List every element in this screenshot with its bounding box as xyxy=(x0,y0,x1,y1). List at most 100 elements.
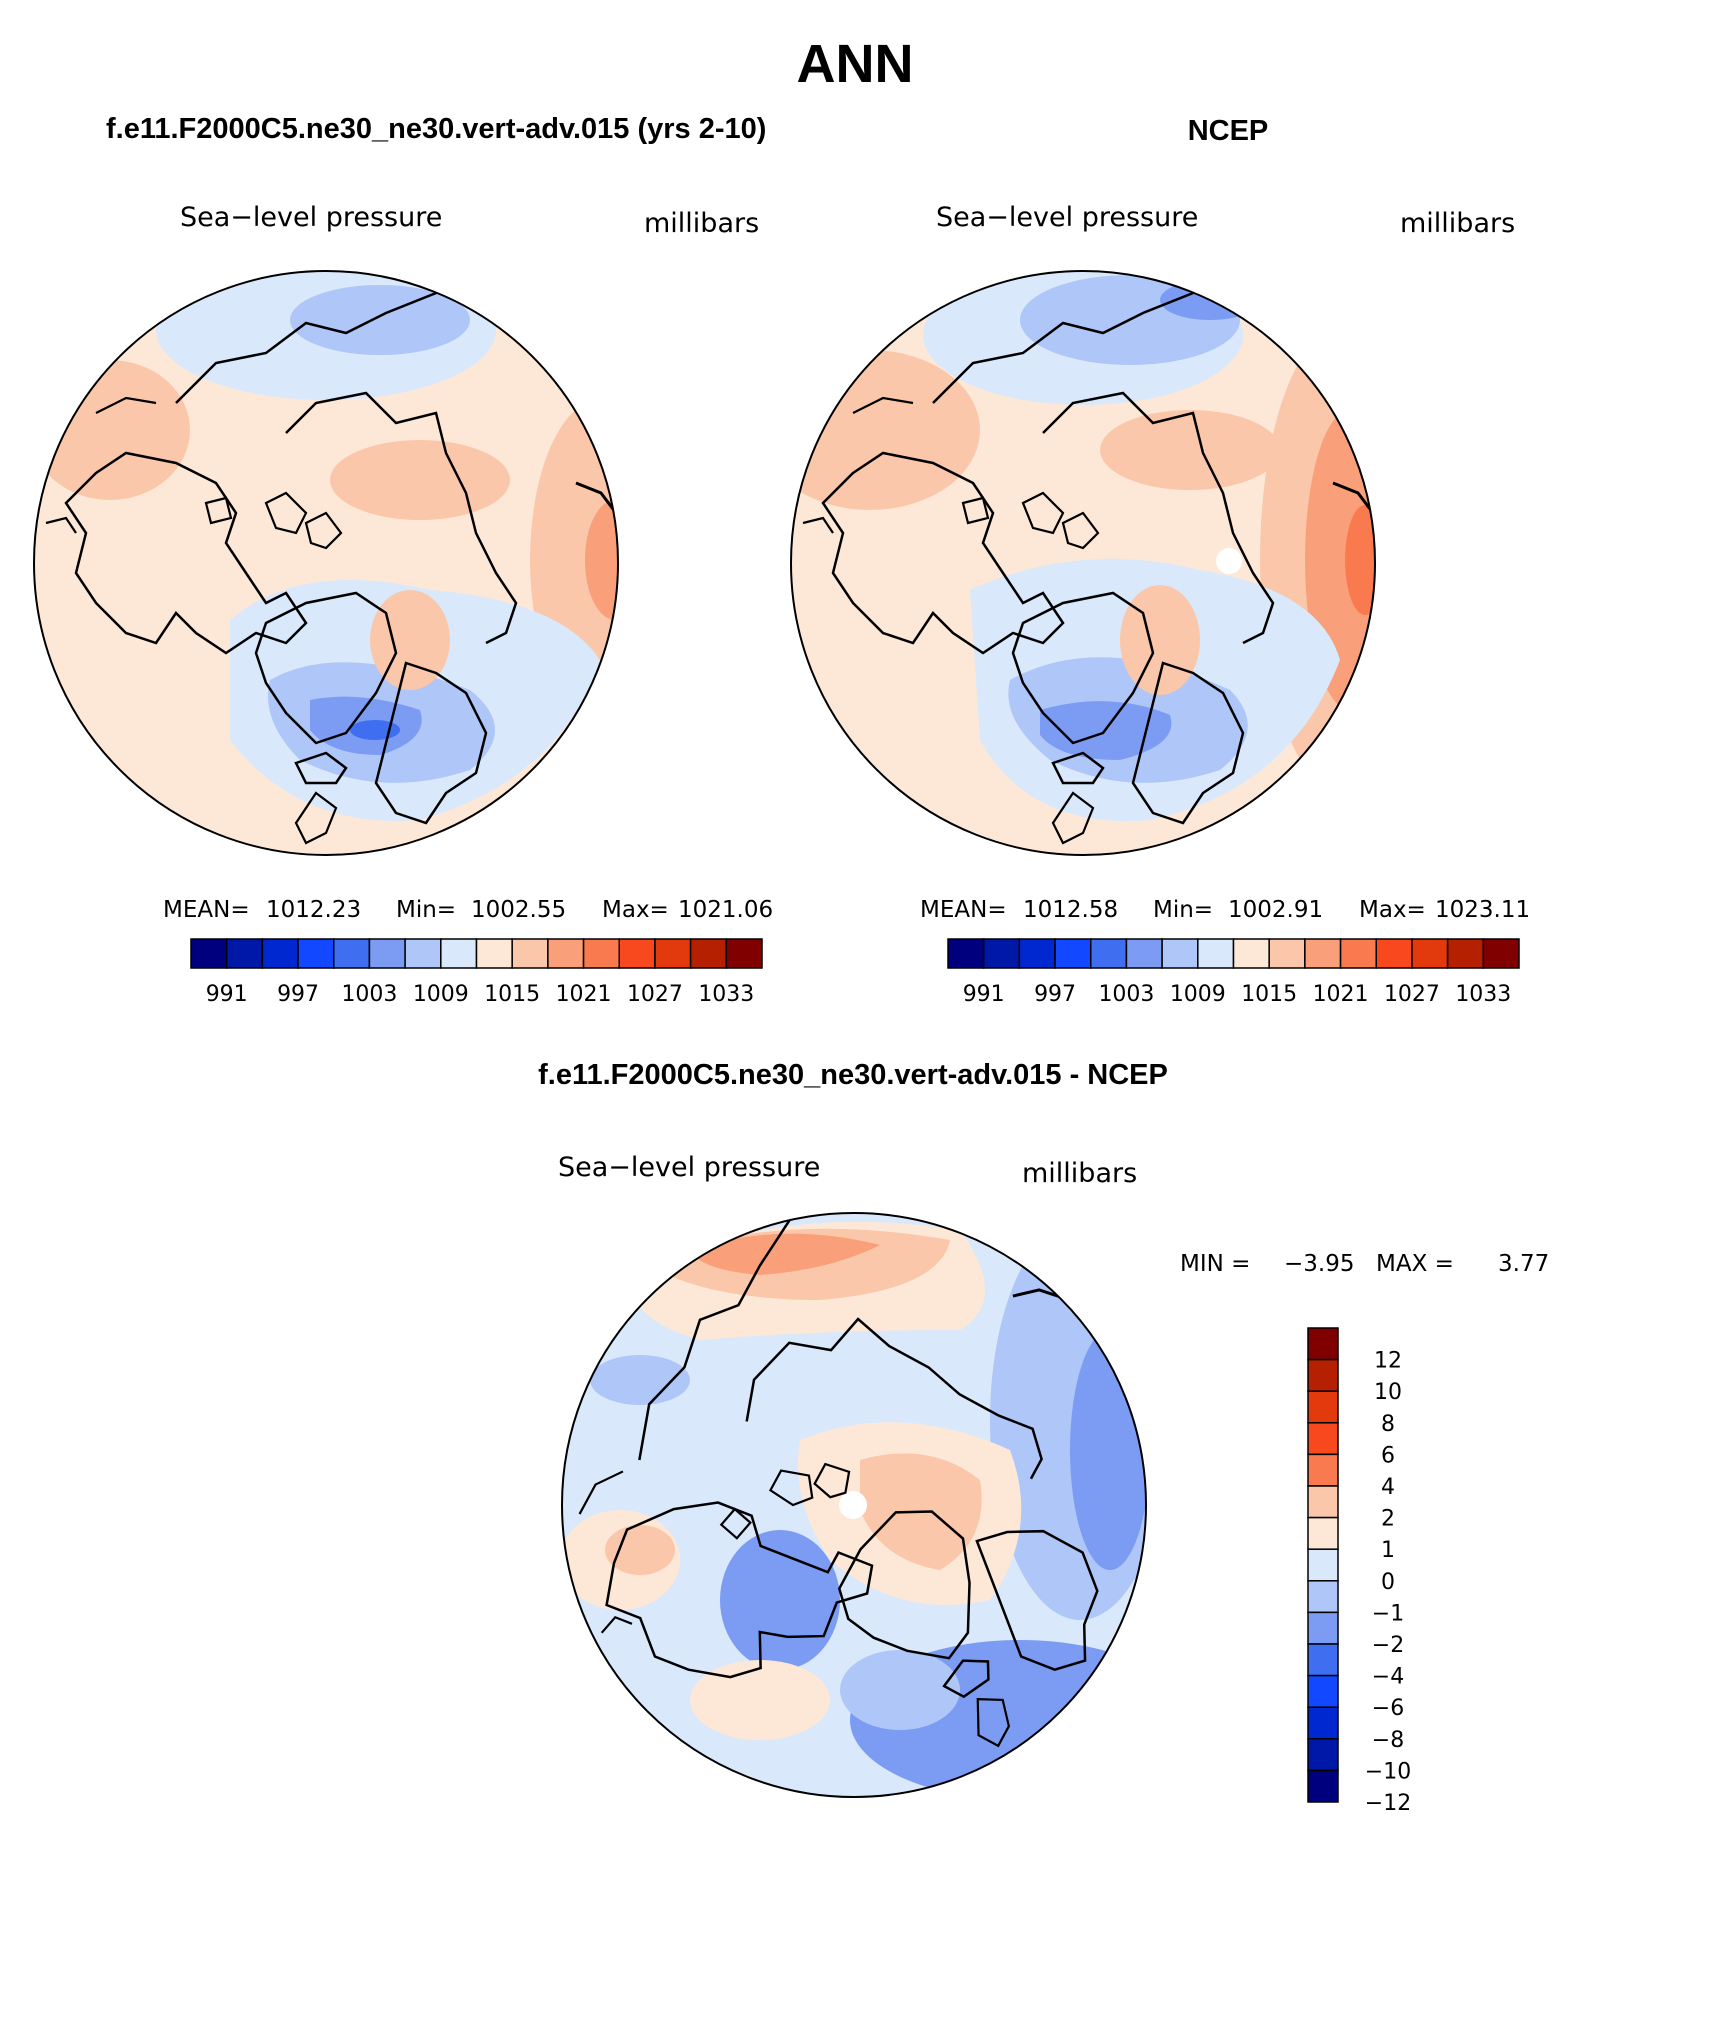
model-colorbar: 991 997 1003 1009 1015 1021 1027 1033 xyxy=(190,938,763,1007)
ncep-colorbar-tick-label: 1009 xyxy=(1170,982,1226,1007)
difference-colorbar-tick-label: −1 xyxy=(1372,1601,1404,1626)
difference-colorbar-box xyxy=(1307,1327,1339,1361)
ncep-variable-label: Sea−level pressure xyxy=(936,202,1198,233)
model-colorbar-tick-label: 1027 xyxy=(627,982,683,1007)
difference-colorbar-tick-label: 12 xyxy=(1374,1349,1402,1374)
ncep-units-label: millibars xyxy=(1400,208,1515,239)
model-colorbar-box xyxy=(440,938,478,969)
ncep-panel-title: NCEP xyxy=(1188,115,1269,147)
difference-colorbar-box xyxy=(1307,1422,1339,1456)
ncep-colorbar-box xyxy=(1054,938,1092,969)
difference-max-value: 3.77 xyxy=(1498,1251,1549,1277)
ncep-colorbar-box xyxy=(1125,938,1163,969)
difference-colorbar-box xyxy=(1307,1485,1339,1519)
ncep-colorbar-tick-label: 1027 xyxy=(1384,982,1440,1007)
difference-colorbar-box xyxy=(1307,1516,1339,1550)
ncep-max-label: Max= xyxy=(1359,897,1426,923)
difference-colorbar-tick-label: 6 xyxy=(1381,1443,1395,1468)
ncep-colorbar-box xyxy=(1375,938,1413,969)
model-units-label: millibars xyxy=(644,208,759,239)
ncep-colorbar-box xyxy=(1304,938,1342,969)
model-colorbar-box xyxy=(225,938,264,969)
ncep-colorbar-box xyxy=(1411,938,1449,969)
ncep-colorbar-box xyxy=(1482,938,1520,969)
difference-colorbar-tick-label: −2 xyxy=(1372,1633,1404,1658)
model-min-label: Min= xyxy=(396,897,456,923)
difference-colorbar-box xyxy=(1307,1453,1339,1487)
ncep-max-value: 1023.11 xyxy=(1435,897,1530,923)
difference-colorbar-box xyxy=(1307,1390,1339,1424)
ncep-colorbar-tick-label: 997 xyxy=(1034,982,1076,1007)
model-colorbar-box xyxy=(333,938,371,969)
difference-polar-map xyxy=(561,1212,1147,1798)
ncep-colorbar-box xyxy=(1232,938,1270,969)
model-mean-label: MEAN= xyxy=(163,897,250,923)
difference-colorbar-box xyxy=(1307,1611,1339,1645)
difference-colorbar-box xyxy=(1307,1548,1339,1582)
model-max-label: Max= xyxy=(602,897,669,923)
ncep-polar-map xyxy=(790,270,1376,856)
difference-colorbar-tick-label: 8 xyxy=(1381,1412,1395,1437)
model-colorbar-tick-label: 1009 xyxy=(413,982,469,1007)
difference-colorbar-box xyxy=(1307,1674,1339,1708)
difference-panel-title: f.e11.F2000C5.ne30_ne30.vert-adv.015 - N… xyxy=(538,1059,1168,1091)
model-colorbar-tick-label: 1021 xyxy=(556,982,612,1007)
ncep-colorbar-tick-label: 1015 xyxy=(1241,982,1297,1007)
model-colorbar-box xyxy=(368,938,406,969)
model-colorbar-box xyxy=(654,938,692,969)
model-min-value: 1002.55 xyxy=(471,897,566,923)
ncep-colorbar-box xyxy=(1339,938,1377,969)
model-colorbar-box xyxy=(618,938,656,969)
difference-colorbar-box xyxy=(1307,1706,1339,1740)
difference-colorbar-tick-label: −10 xyxy=(1365,1759,1411,1784)
difference-units-label: millibars xyxy=(1022,1158,1137,1189)
ncep-colorbar-tick-label: 1003 xyxy=(1098,982,1154,1007)
difference-min-value: −3.95 xyxy=(1284,1251,1354,1277)
ncep-colorbar-box xyxy=(1090,938,1128,969)
model-colorbar-box xyxy=(297,938,335,969)
difference-colorbar-box xyxy=(1307,1643,1339,1677)
ncep-colorbar-box xyxy=(947,938,985,969)
model-colorbar-tick-label: 1033 xyxy=(698,982,754,1007)
difference-colorbar-tick-label: −8 xyxy=(1372,1728,1404,1753)
model-colorbar-box xyxy=(689,938,728,969)
ncep-colorbar-tick-label: 991 xyxy=(963,982,1005,1007)
model-mean-value: 1012.23 xyxy=(266,897,361,923)
difference-colorbar-tick-label: 10 xyxy=(1374,1380,1402,1405)
difference-colorbar-tick-label: 0 xyxy=(1381,1570,1395,1595)
model-colorbar-box xyxy=(190,938,228,969)
difference-max-label: MAX = xyxy=(1376,1251,1454,1277)
ncep-colorbar-box xyxy=(1161,938,1199,969)
ncep-colorbar-box xyxy=(1446,938,1485,969)
ncep-mean-value: 1012.58 xyxy=(1023,897,1118,923)
difference-min-label: MIN = xyxy=(1180,1251,1250,1277)
difference-colorbar-tick-label: −4 xyxy=(1372,1665,1404,1690)
ncep-min-value: 1002.91 xyxy=(1228,897,1323,923)
model-variable-label: Sea−level pressure xyxy=(180,202,442,233)
ncep-colorbar-box xyxy=(1018,938,1056,969)
difference-colorbar-tick-label: −12 xyxy=(1365,1791,1411,1816)
model-colorbar-tick-label: 1015 xyxy=(484,982,540,1007)
difference-colorbar-box xyxy=(1307,1769,1339,1803)
model-colorbar-box xyxy=(404,938,442,969)
difference-variable-label: Sea−level pressure xyxy=(558,1152,820,1183)
difference-colorbar-tick-label: 2 xyxy=(1381,1507,1395,1532)
model-max-value: 1021.06 xyxy=(678,897,773,923)
ncep-colorbar-box xyxy=(982,938,1021,969)
model-colorbar-box xyxy=(261,938,299,969)
model-polar-map xyxy=(33,270,619,856)
model-colorbar-box xyxy=(582,938,620,969)
model-colorbar-tick-label: 1003 xyxy=(341,982,397,1007)
difference-colorbar-tick-label: 1 xyxy=(1381,1538,1395,1563)
difference-colorbar-box xyxy=(1307,1358,1339,1392)
ncep-colorbar-box xyxy=(1268,938,1306,969)
model-colorbar-tick-label: 991 xyxy=(206,982,248,1007)
difference-colorbar-tick-label: −6 xyxy=(1372,1696,1404,1721)
ncep-mean-label: MEAN= xyxy=(920,897,1007,923)
model-colorbar-box xyxy=(547,938,585,969)
difference-colorbar-box xyxy=(1307,1738,1339,1772)
ncep-colorbar-tick-label: 1033 xyxy=(1455,982,1511,1007)
ncep-colorbar-box xyxy=(1197,938,1235,969)
